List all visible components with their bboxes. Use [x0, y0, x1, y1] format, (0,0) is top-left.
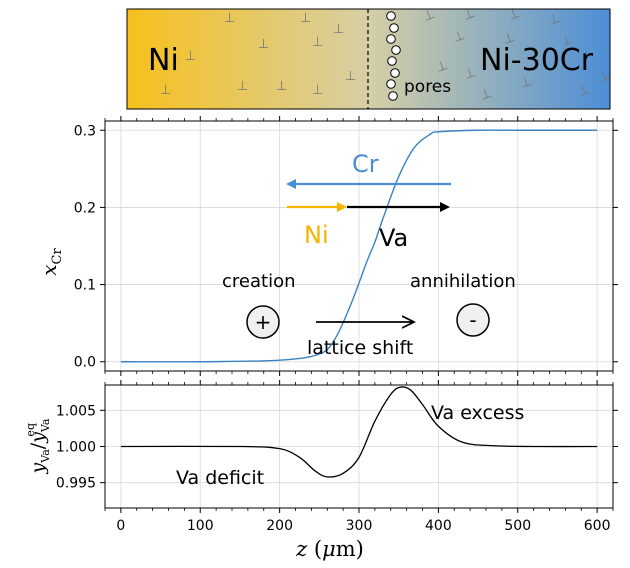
dislocation-icon: ⊥: [518, 74, 534, 92]
y-tick-label: 0.995: [56, 476, 96, 492]
pore-icon: [389, 23, 399, 33]
dislocation-icon: ⊥: [300, 11, 311, 26]
va-flux-label: Va: [379, 224, 408, 252]
creation-plus-sign: +: [255, 310, 272, 334]
dislocation-icon: ⊥: [462, 65, 478, 83]
x-tick-label: 400: [425, 518, 452, 534]
x-tick-label: 300: [346, 518, 373, 534]
dislocation-icon: ⊥: [501, 30, 517, 48]
y-tick-label: 1.005: [56, 403, 96, 419]
dislocation-icon: ⊥: [451, 28, 467, 46]
annihilation-label: annihilation: [410, 271, 516, 292]
pores-label: pores: [404, 77, 451, 97]
dislocation-icon: ⊥: [559, 32, 575, 50]
dislocation-icon: ⊥: [478, 86, 494, 104]
x-tick-label: 100: [187, 518, 214, 534]
pore-icon: [386, 11, 396, 21]
y-tick-label: 0.2: [74, 200, 96, 216]
dislocation-icon: ⊥: [596, 68, 612, 86]
y-tick-label: 0.1: [74, 278, 96, 294]
annihilation-minus-icon: [456, 303, 490, 337]
vacancy-plot: 0.995 1.000 1.005 0 100 200 300 400 500 600 yVa/…: [24, 380, 618, 561]
cr-flux-label: Cr: [352, 150, 379, 178]
dislocation-icon: ⊥: [258, 37, 269, 52]
dislocation-icon: ⊥: [312, 35, 323, 50]
y-tick-label: 0.3: [74, 123, 96, 139]
dislocation-icon: ⊥: [333, 22, 344, 37]
pore-icon: [387, 56, 397, 66]
y-axis-label-bottom: yVa/yVaeq: [24, 418, 52, 474]
dislocation-icon: ⊥: [421, 7, 437, 25]
ticks-bottom: [100, 380, 618, 513]
pore-icon: [388, 91, 398, 101]
y-tick-labels-top: 0.0 0.1 0.2 0.3: [74, 123, 96, 370]
dislocation-icon: ⊥: [506, 6, 522, 24]
dislocation-icon: ⊥: [576, 82, 592, 100]
dislocation-icon: ⊥: [237, 79, 248, 94]
dislocation-icon: ⊥: [185, 49, 196, 64]
dislocation-icon: ⊥: [312, 83, 323, 98]
lattice-shift-label: lattice shift: [307, 337, 413, 359]
composition-plot: 0.0 0.1 0.2 0.3 xCr Cr Ni Va creation + ann…: [37, 116, 618, 376]
creation-plus-icon: [246, 305, 280, 339]
annihilation-minus-sign: -: [469, 308, 476, 332]
dislocation-icon: ⊥: [461, 6, 477, 24]
diffusion-couple-schematic: ⊥ ⊥⊥⊥ ⊥ ⊥ ⊥⊥⊥ ⊥⊥⊥ ⊥ ⊥ ⊥⊥ ⊥ ⊥⊥ ⊥⊥ ⊥⊥⊥ Ni Ni-30Cr pore…: [126, 6, 612, 110]
dislocation-icon: ⊥: [345, 69, 356, 84]
x-tick-label: 600: [584, 518, 611, 534]
pore-icon: [386, 79, 396, 89]
pore-icon: [386, 34, 396, 44]
ticks-top: [100, 116, 618, 376]
dislocation-icon: ⊥: [434, 58, 450, 76]
pore-icon: [391, 45, 401, 55]
cr-profile-line: [120, 129, 598, 363]
dislocation-icon: ⊥: [160, 83, 171, 98]
x-tick-labels: 0 100 200 300 400 500 600: [116, 518, 610, 534]
x-axis-label: z (μm): [295, 537, 364, 561]
pore-icon: [390, 68, 400, 78]
dislocation-icon: ⊥: [224, 11, 235, 26]
ni-side-label: Ni: [148, 43, 179, 78]
x-tick-label: 500: [504, 518, 531, 534]
y-tick-labels-bottom: 0.995 1.000 1.005: [56, 403, 96, 491]
va-deficit-label: Va deficit: [176, 467, 264, 489]
creation-label: creation: [222, 271, 296, 292]
y-tick-label: 0.0: [74, 355, 96, 371]
dislocation-icon: ⊥: [276, 79, 287, 94]
va-excess-label: Va excess: [431, 402, 524, 424]
y-axis-label-top: xCr: [37, 247, 65, 275]
x-tick-label: 0: [116, 518, 125, 534]
ni30cr-side-label: Ni-30Cr: [480, 43, 594, 78]
vacancy-ratio-line: [120, 386, 598, 478]
pore-column: [386, 11, 401, 101]
y-tick-label: 1.000: [56, 440, 96, 456]
x-tick-label: 200: [266, 518, 293, 534]
dislocation-icon: ⊥: [546, 11, 562, 29]
dislocation-symbols: ⊥ ⊥⊥⊥ ⊥ ⊥ ⊥⊥⊥ ⊥⊥⊥ ⊥ ⊥ ⊥⊥ ⊥ ⊥⊥ ⊥⊥ ⊥⊥⊥: [160, 6, 612, 104]
ni-flux-label: Ni: [304, 221, 329, 249]
